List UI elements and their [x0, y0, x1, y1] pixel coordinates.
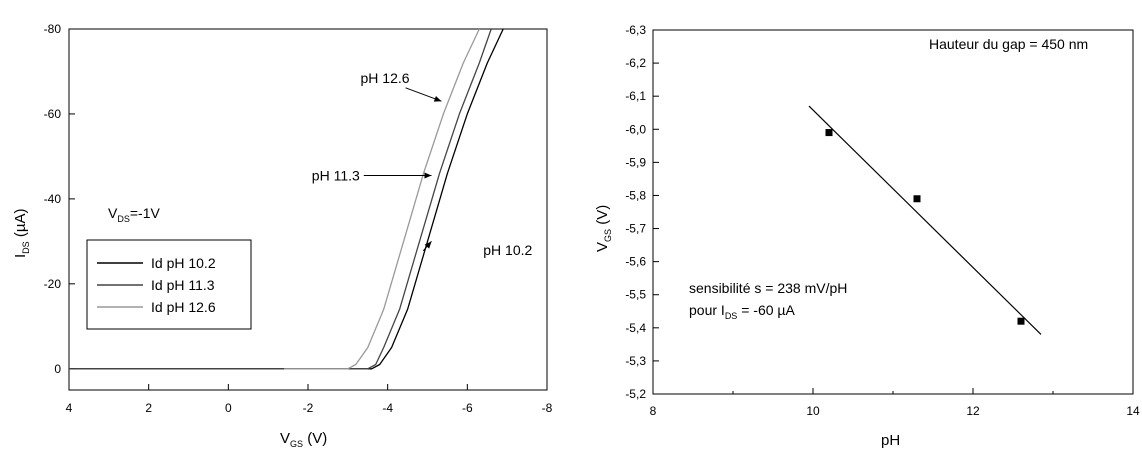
chart-right-condition-prefix: pour I — [689, 302, 725, 318]
chart-right-x-ticks: 8 10 12 14 — [650, 388, 1140, 418]
x-tick-label: 2 — [145, 401, 152, 415]
y-tick-label: -5,7 — [625, 222, 646, 236]
chart-left-legend: Id pH 10.2 Id pH 11.3 Id pH 12.6 — [86, 239, 252, 330]
chart-right-fit — [808, 105, 1042, 335]
annotation-arrowhead — [424, 172, 432, 179]
y-tick-label: -6,2 — [625, 56, 646, 70]
y-tick-label: -5,8 — [625, 188, 646, 202]
x-tick-label: -4 — [382, 401, 393, 415]
data-point — [825, 129, 833, 137]
chart-right-condition-sub: DS — [725, 311, 738, 321]
y-tick-label: -6,1 — [625, 89, 646, 103]
x-tick-label: -2 — [303, 401, 314, 415]
annotation-arrowhead — [433, 95, 442, 102]
x-tick-label: 0 — [225, 401, 232, 415]
chart-right-ylabel-sub: GS — [603, 229, 613, 242]
legend-label-10-2: Id pH 10.2 — [151, 255, 216, 271]
annotation-label: pH 10.2 — [483, 242, 532, 258]
chart-left-x-ticks: 4 2 0 -2 -4 -6 -8 — [66, 384, 553, 415]
series-line — [69, 28, 492, 370]
series-line — [284, 28, 480, 370]
y-tick-label: 0 — [54, 362, 61, 376]
chart-right-condition: pour IDS = -60 µA — [689, 302, 795, 321]
annotation-label: pH 11.3 — [312, 168, 360, 184]
chart-right: 8 10 12 14 -5,2 -5,3 -5,4 -5,5 -5,6 -5,7 -5,8 -5,9… — [594, 23, 1140, 449]
legend-label-12-6: Id pH 12.6 — [151, 299, 216, 315]
chart-right-points — [825, 129, 1025, 325]
chart-right-gap-label: Hauteur du gap = 450 nm — [929, 36, 1088, 52]
y-tick-label: -80 — [44, 22, 62, 36]
chart-left-ylabel-main: I — [12, 254, 29, 258]
annotation-arrowhead — [424, 241, 432, 249]
chart-left-xlabel-unit: (V) — [303, 430, 327, 447]
chart-left-xlabel: VGS (V) — [280, 430, 327, 449]
y-tick-label: -60 — [44, 107, 62, 121]
chart-left-series — [69, 28, 504, 370]
y-tick-label: -5,5 — [625, 288, 646, 302]
chart-right-ylabel: VGS (V) — [594, 205, 613, 252]
fit-line — [808, 105, 1042, 335]
chart-right-frame — [652, 29, 1134, 395]
x-tick-label: 8 — [650, 404, 657, 418]
chart-left: 4 2 0 -2 -4 -6 -8 0 -20 -40 -60 -80 pH 12.6 pH 11.3… — [12, 22, 553, 449]
y-tick-label: -6,0 — [625, 122, 646, 136]
chart-left-ylabel-unit: (µA) — [12, 209, 29, 242]
chart-right-sensitivity: sensibilité s = 238 mV/pH — [689, 280, 847, 296]
series-line — [69, 28, 504, 370]
chart-left-condition-value: =-1V — [130, 205, 161, 221]
chart-left-annotations: pH 12.6 pH 11.3 pH 10.2 — [312, 70, 533, 258]
y-tick-label: -5,6 — [625, 255, 646, 269]
chart-left-xlabel-main: V — [280, 430, 290, 447]
y-tick-label: -5,9 — [625, 155, 646, 169]
chart-left-condition: VDS=-1V — [108, 205, 160, 224]
chart-left-condition-main: V — [108, 205, 118, 221]
x-tick-label: 4 — [66, 401, 73, 415]
chart-left-xlabel-sub: GS — [290, 439, 303, 449]
chart-right-xlabel: pH — [881, 432, 900, 449]
x-tick-label: 12 — [966, 404, 980, 418]
y-tick-label: -6,3 — [625, 23, 646, 37]
annotation-label: pH 12.6 — [361, 70, 410, 86]
data-point — [1017, 317, 1025, 325]
legend-label-11-3: Id pH 11.3 — [151, 277, 215, 293]
chart-left-ylabel-sub: DS — [21, 241, 31, 254]
chart-left-ylabel: IDS (µA) — [12, 209, 31, 259]
chart-right-ylabel-main: V — [594, 242, 611, 252]
y-tick-label: -5,2 — [625, 387, 646, 401]
x-tick-label: -6 — [462, 401, 473, 415]
chart-right-y-ticks: -5,2 -5,3 -5,4 -5,5 -5,6 -5,7 -5,8 -5,9 -6,0 -6,1… — [625, 23, 659, 401]
chart-left-condition-sub: DS — [117, 214, 130, 224]
data-point — [913, 195, 921, 203]
x-tick-label: 14 — [1126, 404, 1140, 418]
y-tick-label: -5,3 — [625, 354, 646, 368]
y-tick-label: -40 — [44, 192, 62, 206]
y-tick-label: -20 — [44, 277, 62, 291]
chart-right-condition-value: = -60 µA — [737, 302, 795, 318]
x-tick-label: 10 — [806, 404, 820, 418]
y-tick-label: -5,4 — [625, 321, 646, 335]
chart-right-ylabel-unit: (V) — [594, 205, 611, 229]
chart-left-y-ticks: 0 -20 -40 -60 -80 — [44, 22, 75, 376]
x-tick-label: -8 — [542, 401, 553, 415]
